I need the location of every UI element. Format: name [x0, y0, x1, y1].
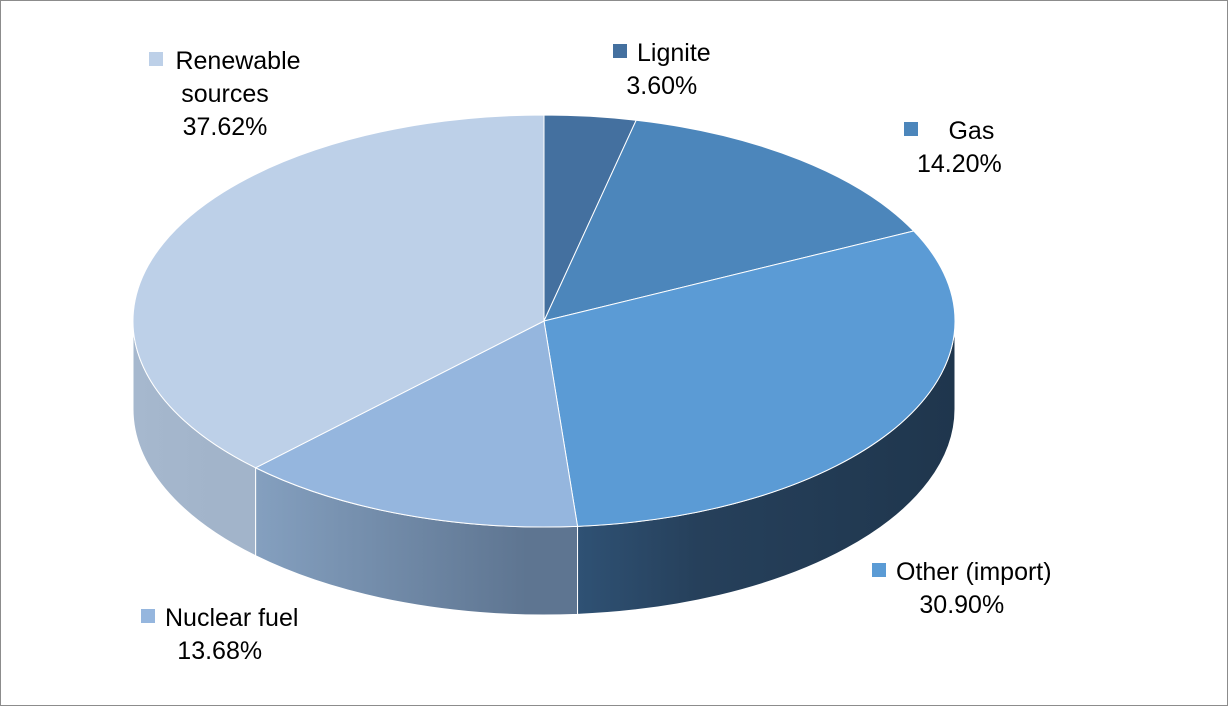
- lignite-swatch: [613, 44, 627, 58]
- nuclear-fuel-swatch: [141, 609, 155, 623]
- pie-slice-nuclear-fuel: [254, 320, 579, 528]
- gas-swatch: [904, 122, 919, 136]
- renewable-sources-name: Renewable sources: [175, 47, 301, 108]
- gas-name: Gas: [948, 117, 995, 145]
- pie-slice-gas: [543, 119, 915, 322]
- other-import-name: Other (import): [896, 558, 1052, 586]
- other-import-value: 30.90%: [919, 591, 1005, 619]
- data-label-lignite: Lignite 3.60%: [613, 37, 711, 103]
- renewable-sources-value: 37.62%: [182, 113, 268, 141]
- data-label-other-import: Other (import) 30.90%: [872, 556, 1052, 622]
- pie-slice-renewable-sources: [132, 114, 545, 469]
- nuclear-fuel-name: Nuclear fuel: [165, 604, 299, 632]
- gas-value: 14.20%: [917, 150, 1002, 178]
- data-label-renewable-sources: Renewable sources 37.62%: [137, 45, 313, 144]
- nuclear-fuel-value: 13.68%: [177, 637, 263, 665]
- lignite-name: Lignite: [637, 39, 711, 67]
- pie-top-slices: [132, 114, 956, 528]
- other-import-swatch: [872, 563, 886, 577]
- data-label-nuclear-fuel: Nuclear fuel 13.68%: [141, 602, 298, 668]
- pie-slice-other-import: [543, 230, 956, 527]
- lignite-value: 3.60%: [626, 72, 698, 100]
- data-label-gas: Gas 14.20%: [897, 115, 1002, 181]
- renewable-sources-swatch: [149, 52, 164, 66]
